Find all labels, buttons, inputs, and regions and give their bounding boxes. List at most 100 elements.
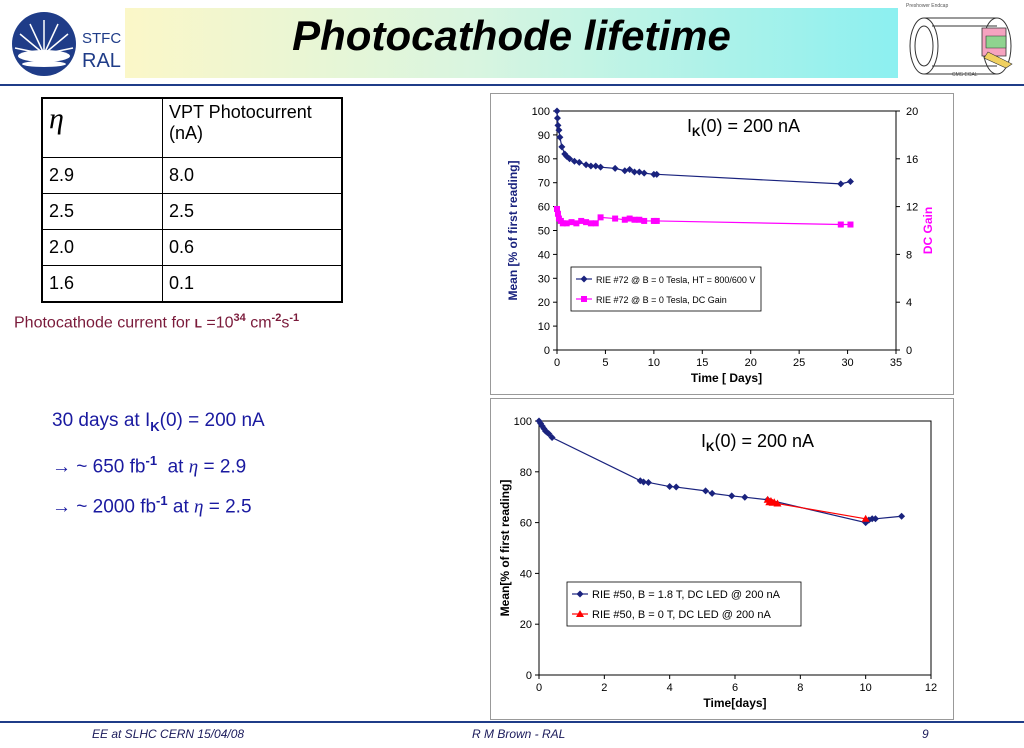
data-point: [548, 434, 556, 442]
data-point: [631, 216, 638, 223]
table-header-row: η VPT Photocurrent (nA): [41, 97, 343, 158]
data-point: [554, 210, 561, 217]
y2-tick-label: 16: [906, 154, 918, 166]
y2-tick-label: 0: [906, 345, 912, 357]
y-tick-label: 20: [520, 619, 532, 631]
plot-area: [556, 110, 897, 351]
note-text: → ~ 650 fb: [52, 456, 146, 478]
data-point: [621, 167, 629, 175]
y-tick-label: 50: [538, 226, 550, 238]
data-point: [561, 150, 569, 158]
y-tick-label: 80: [520, 467, 532, 479]
data-point: [847, 221, 854, 228]
annotation-text: (0) = 200 nA: [700, 116, 800, 136]
data-point: [592, 162, 600, 170]
legend-box: [566, 581, 802, 627]
y-tick-label: 0: [544, 345, 550, 357]
annotation-text: (0) = 200 nA: [714, 431, 814, 451]
data-point: [553, 114, 561, 122]
data-point: [741, 493, 749, 501]
eta-symbol: η: [194, 496, 204, 518]
x-tick-label: 4: [667, 682, 673, 694]
luminosity-symbol: L: [194, 316, 202, 331]
y-tick-label: 80: [538, 154, 550, 166]
data-point: [773, 499, 782, 507]
note-superscript: -1: [145, 452, 158, 468]
title-band: [125, 8, 898, 78]
data-point: [580, 275, 588, 283]
table-header-eta: η: [41, 97, 163, 158]
photocathode-current-note: Photocathode current for L =1034 cm-2s-1: [14, 312, 299, 332]
chart-annotation: IK(0) = 200 nA: [687, 116, 800, 139]
y2-tick-label: 4: [906, 297, 912, 309]
y-tick-label: 100: [532, 106, 550, 118]
data-point: [846, 178, 854, 186]
data-point: [553, 107, 561, 115]
y-tick-label: 100: [514, 416, 532, 428]
data-point: [640, 478, 648, 486]
x-tick-label: 8: [797, 682, 803, 694]
data-point: [597, 163, 605, 171]
y2-axis-label: DC Gain: [921, 207, 935, 254]
note-text: at: [157, 456, 189, 478]
cathode-note-eq: =10: [201, 314, 234, 332]
data-point: [583, 219, 590, 226]
footer-page-number: 9: [922, 727, 929, 741]
data-point: [644, 478, 652, 486]
data-point: [582, 161, 590, 169]
x-tick-label: 5: [602, 357, 608, 369]
data-point: [568, 219, 575, 226]
data-point: [559, 220, 566, 227]
cathode-note-unit2: s: [281, 314, 290, 332]
x-tick-label: 0: [536, 682, 542, 694]
data-point: [576, 590, 584, 598]
y2-tick-label: 12: [906, 202, 918, 214]
data-point: [635, 168, 643, 176]
data-point: [871, 515, 879, 523]
table-cell: 1.6: [41, 265, 163, 303]
data-point: [558, 143, 566, 151]
note-text: 30 days at I: [52, 410, 151, 431]
x-axis-label: Time[days]: [703, 696, 766, 710]
data-point: [630, 168, 638, 176]
x-tick-label: 30: [841, 357, 853, 369]
data-point: [666, 483, 674, 491]
data-point: [537, 420, 545, 428]
legend-entry: RIE #72 @ B = 0 Tesla, DC Gain: [596, 295, 727, 305]
chart-rie50-lifetime: 0 2 4 6 8 10 12 0 20 40 60 80 100 Time[days] Mean[% of…: [490, 398, 954, 720]
x-tick-label: 0: [554, 357, 560, 369]
note-text: (0) = 200 nA: [159, 410, 265, 431]
note-line-1: 30 days at IK(0) = 200 nA: [52, 404, 265, 444]
legend-entry: RIE #72 @ B = 0 Tesla, HT = 800/600 V: [596, 275, 755, 285]
data-point: [570, 157, 578, 165]
data-point: [576, 610, 584, 617]
data-point: [540, 425, 548, 433]
table-cell: 0.1: [162, 265, 343, 303]
data-point: [641, 217, 648, 224]
x-tick-label: 10: [860, 682, 872, 694]
y-tick-label: 30: [538, 273, 550, 285]
eta-symbol: η: [188, 456, 199, 478]
note-line-3: → ~ 2000 fb-1 at η = 2.5: [52, 484, 265, 524]
data-point: [587, 220, 594, 227]
y-tick-label: 90: [538, 130, 550, 142]
table-cell: 2.0: [41, 229, 163, 266]
data-point: [653, 170, 661, 178]
y-tick-label: 40: [520, 568, 532, 580]
x-tick-label: 6: [732, 682, 738, 694]
data-point: [702, 487, 710, 495]
y-tick-label: 10: [538, 321, 550, 333]
data-point: [728, 492, 736, 500]
x-tick-label: 10: [648, 357, 660, 369]
footer-author: R M Brown - RAL: [472, 727, 566, 741]
x-axis-label: Time [ Days]: [691, 371, 762, 385]
data-point: [636, 216, 643, 223]
y-tick-label: 40: [538, 249, 550, 261]
table-row: 2.9 8.0: [41, 157, 343, 194]
data-point: [611, 164, 619, 172]
annotation-subscript: K: [706, 441, 715, 454]
data-point: [554, 205, 560, 212]
cathode-note-exp1: 34: [233, 312, 246, 324]
data-point: [626, 166, 634, 174]
legend-entry: RIE #50, B = 1.8 T, DC LED @ 200 nA: [592, 589, 781, 601]
